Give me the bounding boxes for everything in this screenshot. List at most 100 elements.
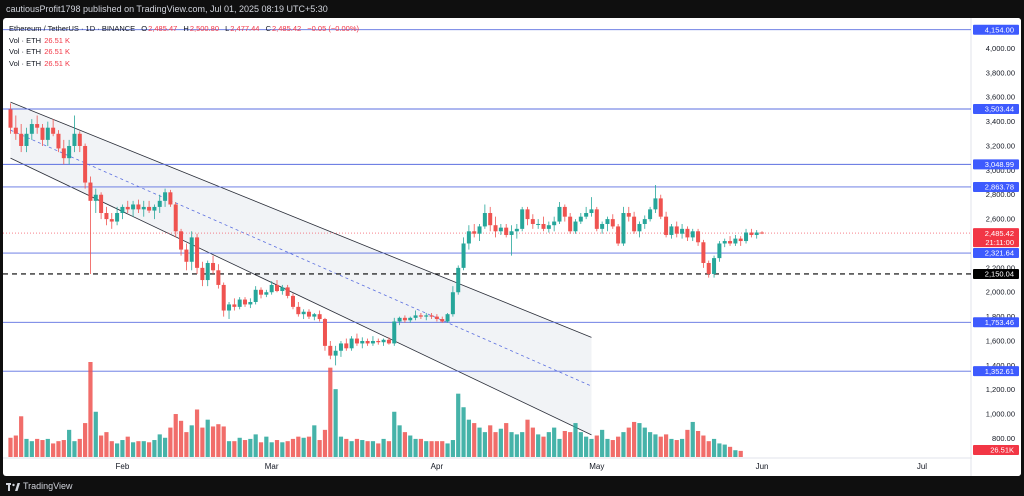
candle-body (83, 145, 88, 183)
candle-body (243, 299, 248, 305)
horizontal-levels (3, 29, 971, 372)
volume-bar (360, 440, 365, 457)
legend-volume-row: Vol · ETH 26.51 K (9, 58, 360, 70)
candle-body (525, 209, 530, 220)
candle-body (749, 232, 754, 235)
channel-mid-line (10, 129, 592, 387)
candle-body (248, 301, 253, 305)
candle-body (205, 262, 210, 281)
volume-bar (24, 438, 29, 457)
candle-body (493, 225, 498, 232)
candle-body (344, 343, 349, 349)
volume-bar (616, 436, 621, 457)
candle-body (275, 284, 279, 292)
candle-body (365, 340, 370, 344)
channel-lower-line (10, 157, 592, 436)
chart-panel[interactable]: USDT800.001,000.001,200.001,400.001,600.… (3, 18, 1021, 476)
volume-bar (536, 434, 541, 457)
candle-body (616, 226, 621, 244)
tradingview-logo-icon (6, 482, 20, 491)
current-price-box (973, 228, 1019, 248)
volume-bar (562, 430, 567, 457)
candle-body (648, 209, 653, 220)
candle-body (45, 127, 50, 140)
candle-body (221, 284, 226, 311)
volume-bar (525, 419, 530, 457)
candle-body (216, 270, 221, 285)
candle-body (168, 192, 173, 205)
volume-bar (429, 441, 434, 457)
volume-bar (328, 367, 333, 457)
price-tick-label: 1,600.00 (986, 336, 1015, 345)
volume-bar (120, 440, 125, 457)
time-tick-label: Apr (431, 462, 444, 471)
candle-body (8, 109, 13, 128)
volume-bar (504, 423, 509, 457)
volume-bar (392, 411, 397, 457)
candle-body (530, 219, 535, 224)
candle-body (600, 223, 605, 229)
volume-bar (146, 442, 152, 457)
candle-body (632, 216, 637, 232)
candle-body (269, 284, 274, 293)
candle-body (466, 231, 471, 244)
candle-body (573, 221, 578, 232)
candle-body (546, 225, 551, 229)
volume-bar (365, 441, 370, 457)
level-price-label: 3,503.44 (985, 105, 1014, 114)
volume-bar (472, 423, 477, 457)
candle-body (179, 231, 184, 250)
volume-bar (99, 435, 104, 457)
candle-body (440, 319, 445, 322)
level-price-label: 3,048.99 (985, 160, 1014, 169)
volume-bar (477, 427, 482, 457)
candle-body (131, 204, 136, 210)
price-tick-label: 2,200.00 (986, 263, 1015, 272)
price-chart[interactable]: USDT800.001,000.001,200.001,400.001,600.… (3, 18, 1021, 476)
volume-bar (104, 432, 109, 457)
volume-bar (621, 432, 626, 457)
candle-body (706, 262, 711, 274)
volume-bar (450, 440, 455, 457)
volume-bar (669, 438, 674, 457)
candle-body (712, 258, 717, 274)
candle-body (77, 133, 82, 146)
candle-body (445, 314, 450, 322)
legend-low-key: L (225, 24, 230, 33)
volume-bar (679, 438, 685, 457)
time-tick-label: Jul (917, 462, 927, 471)
volume-bar (706, 441, 711, 457)
tradingview-footer: TradingView (0, 476, 1024, 496)
candle-body (280, 287, 285, 292)
candle-body (259, 289, 264, 295)
volume-bar (248, 438, 253, 457)
candle-body (125, 206, 130, 210)
candle-body (120, 206, 125, 214)
candle-body (35, 124, 40, 128)
volume-bar (141, 441, 146, 457)
candle-body (541, 223, 546, 229)
volume-bar (397, 425, 402, 457)
candle-body (72, 133, 77, 146)
volume-bar (589, 438, 594, 457)
volume-bar (210, 426, 216, 457)
candle-body (29, 124, 34, 134)
volume-bar (376, 443, 381, 457)
volume-bar (285, 441, 290, 457)
volume-bar (162, 437, 168, 457)
legend-open-value: 2,485.47 (148, 24, 178, 33)
candle-body (306, 311, 311, 317)
legend-high-value: 2,500.80 (189, 24, 220, 33)
level-price-label-box (973, 248, 1019, 259)
volume-bar (237, 437, 242, 457)
volume-bar (178, 420, 184, 457)
volume-bar (88, 362, 93, 457)
time-tick-label: May (589, 462, 604, 471)
candle-body (147, 206, 152, 211)
dashed-level-price-label: 2,150.04 (985, 270, 1014, 279)
candle-body (354, 338, 359, 344)
price-tick-label: 3,000.00 (986, 166, 1015, 175)
candle-body (429, 315, 434, 317)
candle-body (301, 311, 306, 315)
candle-body (722, 241, 727, 244)
